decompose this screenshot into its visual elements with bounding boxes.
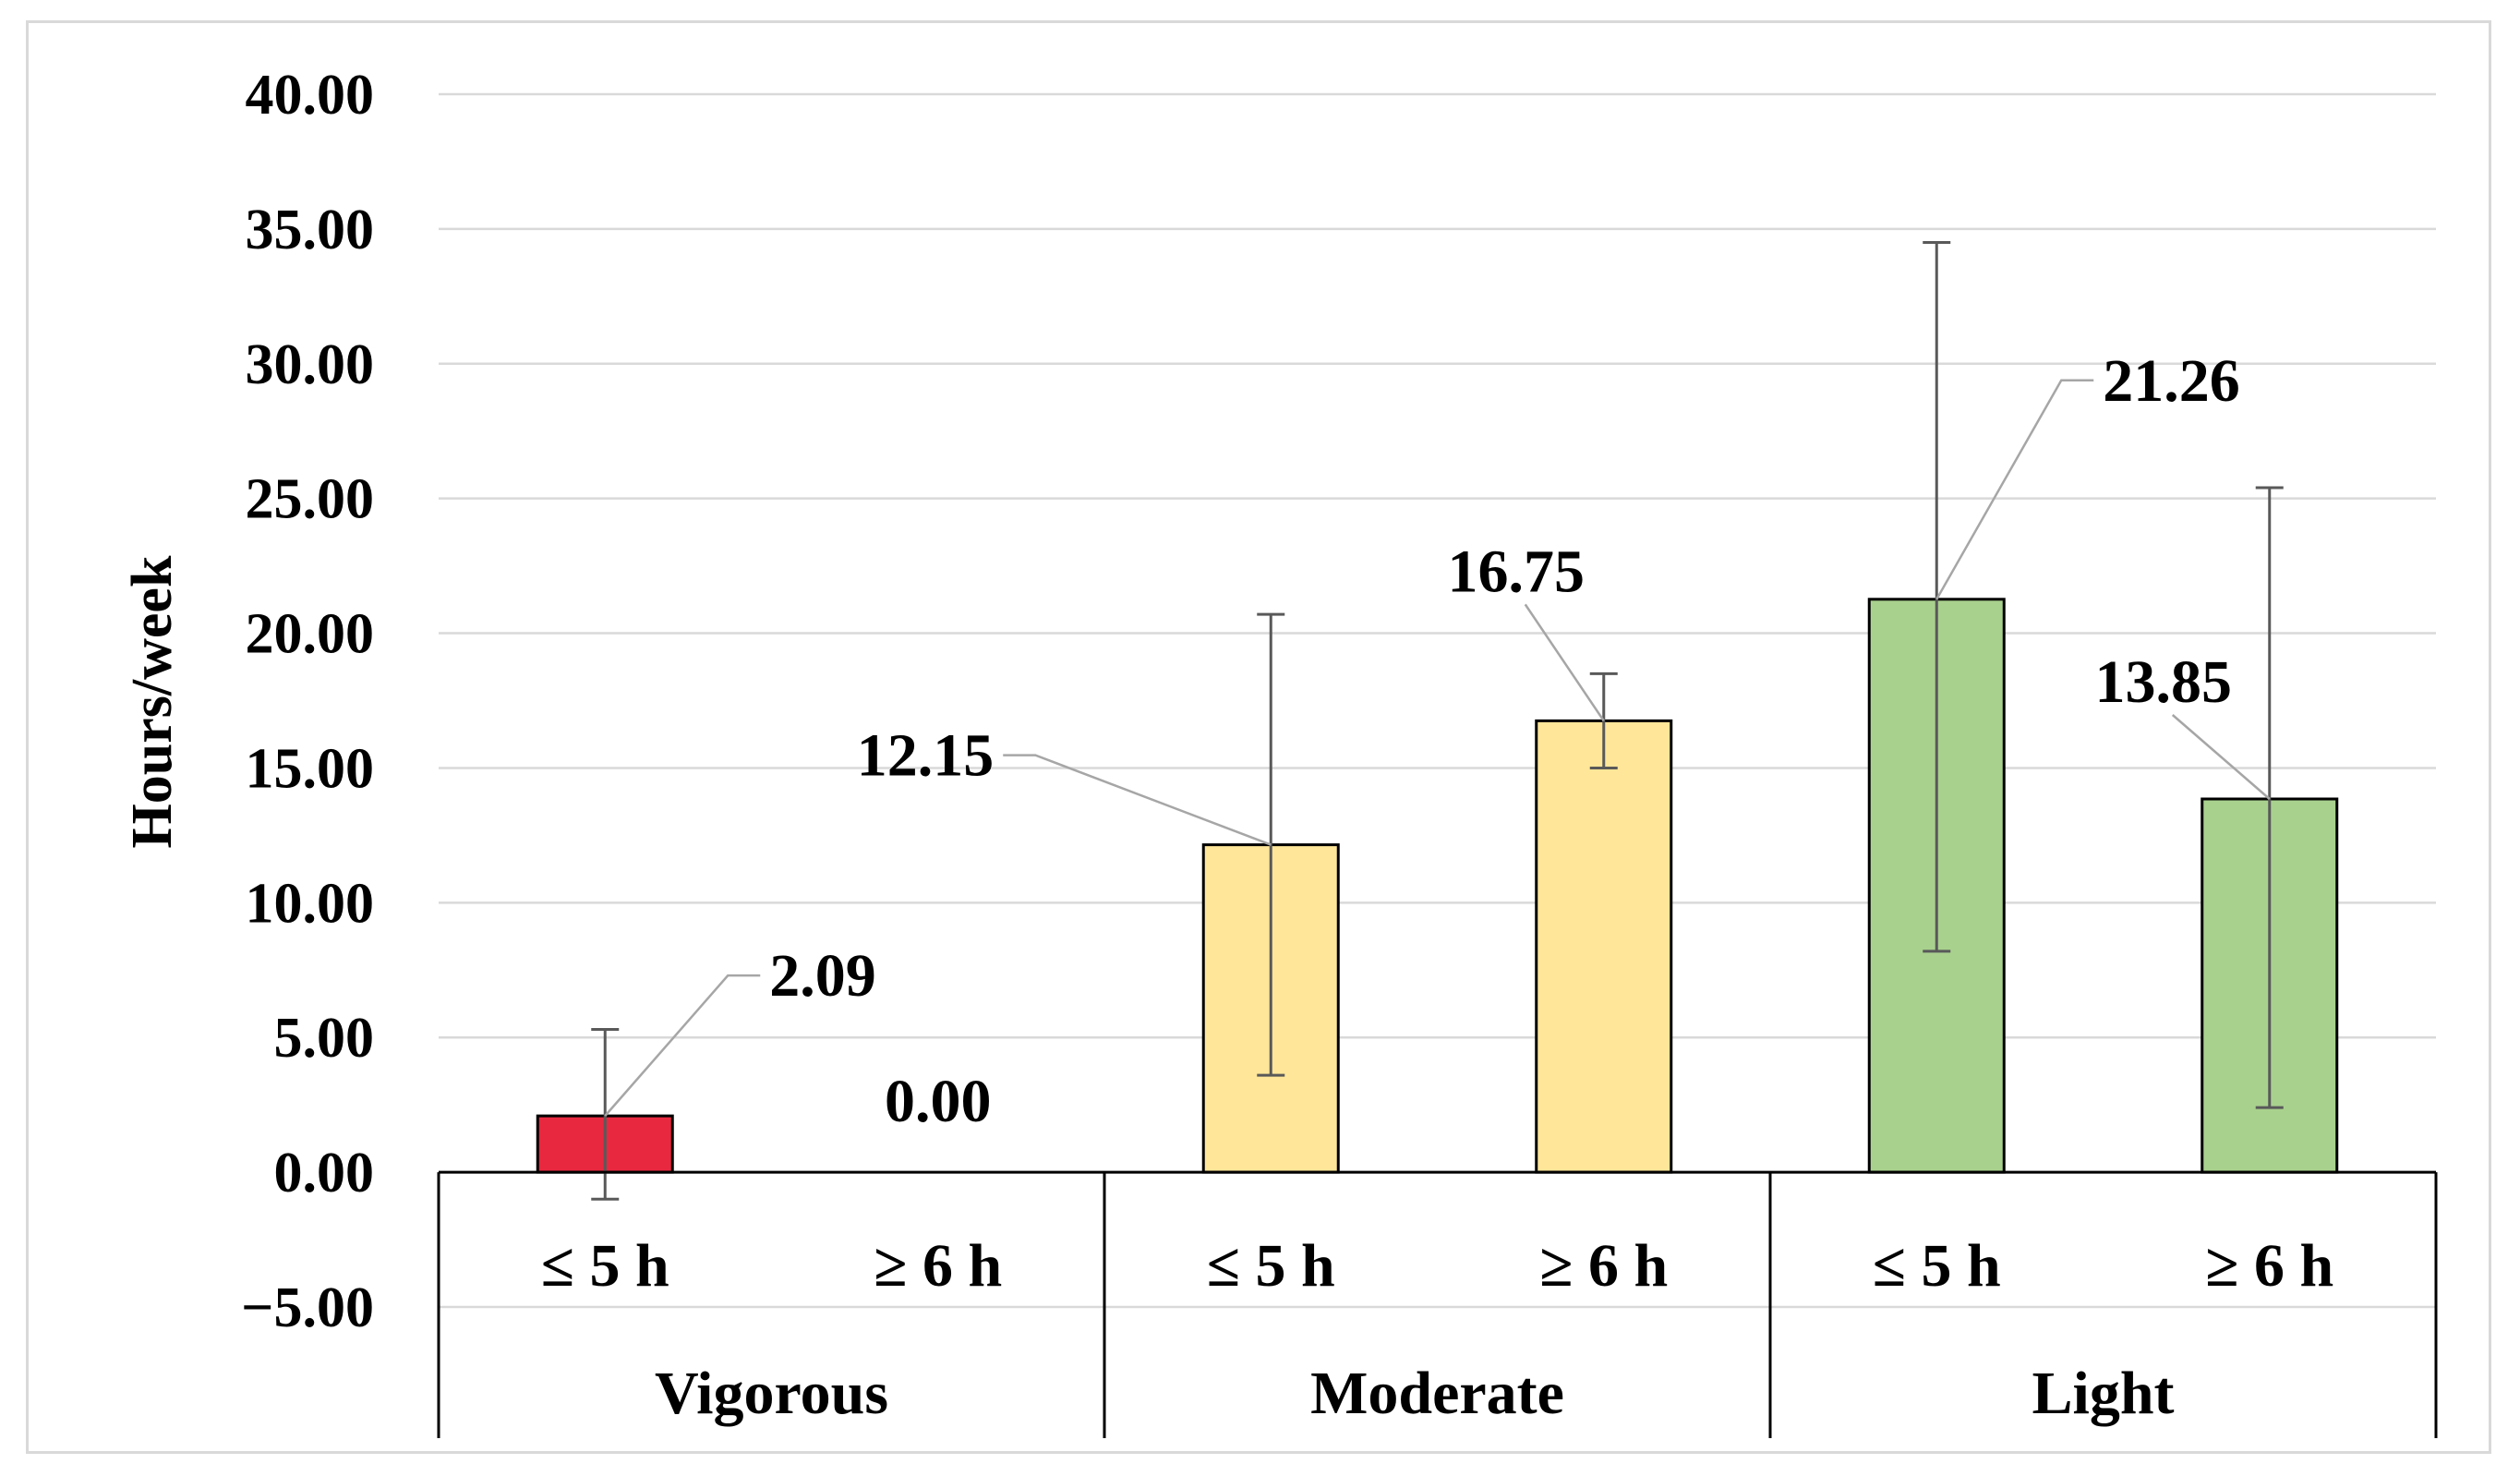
data-label: 13.85 — [2095, 648, 2233, 716]
y-tick-label: 30.00 — [246, 333, 375, 396]
leader-line — [2171, 714, 2271, 800]
y-tick-label: 35.00 — [246, 199, 375, 261]
category-label: ≤ 5 h — [1207, 1232, 1335, 1300]
category-label: ≥ 6 h — [2205, 1232, 2333, 1300]
y-tick-label: 5.00 — [274, 1007, 375, 1070]
y-tick-label: 15.00 — [246, 737, 375, 800]
category-label: ≥ 6 h — [1539, 1232, 1668, 1300]
gridlines — [439, 92, 2436, 1309]
y-tick-label: 0.00 — [274, 1142, 375, 1204]
y-axis-title: Hours/week — [121, 555, 184, 848]
y-tick-label: −5.00 — [241, 1276, 374, 1339]
y-tick-label: 40.00 — [246, 64, 375, 127]
category-label: ≥ 6 h — [874, 1232, 1002, 1300]
category-label: ≤ 5 h — [1873, 1232, 2001, 1300]
data-label: 21.26 — [2103, 347, 2240, 415]
data-labels: 2.090.00 12.15 16.75 21.26 13.85 — [769, 347, 2240, 1135]
group-label-vigorous: Vigorous — [655, 1360, 888, 1427]
error-bar — [1923, 240, 1951, 953]
bars — [536, 598, 2339, 1174]
group-label-moderate: Moderate — [1310, 1360, 1564, 1427]
data-label: 12.15 — [857, 722, 995, 790]
leader-line — [1003, 754, 1272, 846]
category-label: ≤ 5 h — [541, 1232, 669, 1300]
data-label: 16.75 — [1448, 538, 1586, 605]
category-labels: ≤ 5 h ≥ 6 h ≤ 5 h ≥ 6 h ≤ 5 h ≥ 6 h Vigorous Mo… — [541, 1232, 2333, 1427]
label-leader-lines — [604, 379, 2271, 1117]
data-label: 0.00 — [885, 1068, 992, 1135]
leader-line — [604, 974, 761, 1117]
error-bars — [591, 240, 2284, 1201]
category-axis-table — [437, 1170, 2438, 1438]
y-tick-label: 20.00 — [246, 603, 375, 666]
y-tick-label: 25.00 — [246, 468, 375, 531]
data-label: 2.09 — [769, 942, 876, 1010]
chart-frame — [26, 20, 2491, 1454]
bar-moderate-ge6h — [1535, 719, 1673, 1174]
leader-line — [1524, 603, 1605, 722]
y-axis-tick-labels: −5.00 0.00 5.00 10.00 15.00 20.00 25.00 30.00 35… — [241, 64, 374, 1339]
leader-line — [1935, 379, 2094, 600]
group-label-light: Light — [2032, 1360, 2174, 1427]
y-tick-label: 10.00 — [246, 872, 375, 935]
